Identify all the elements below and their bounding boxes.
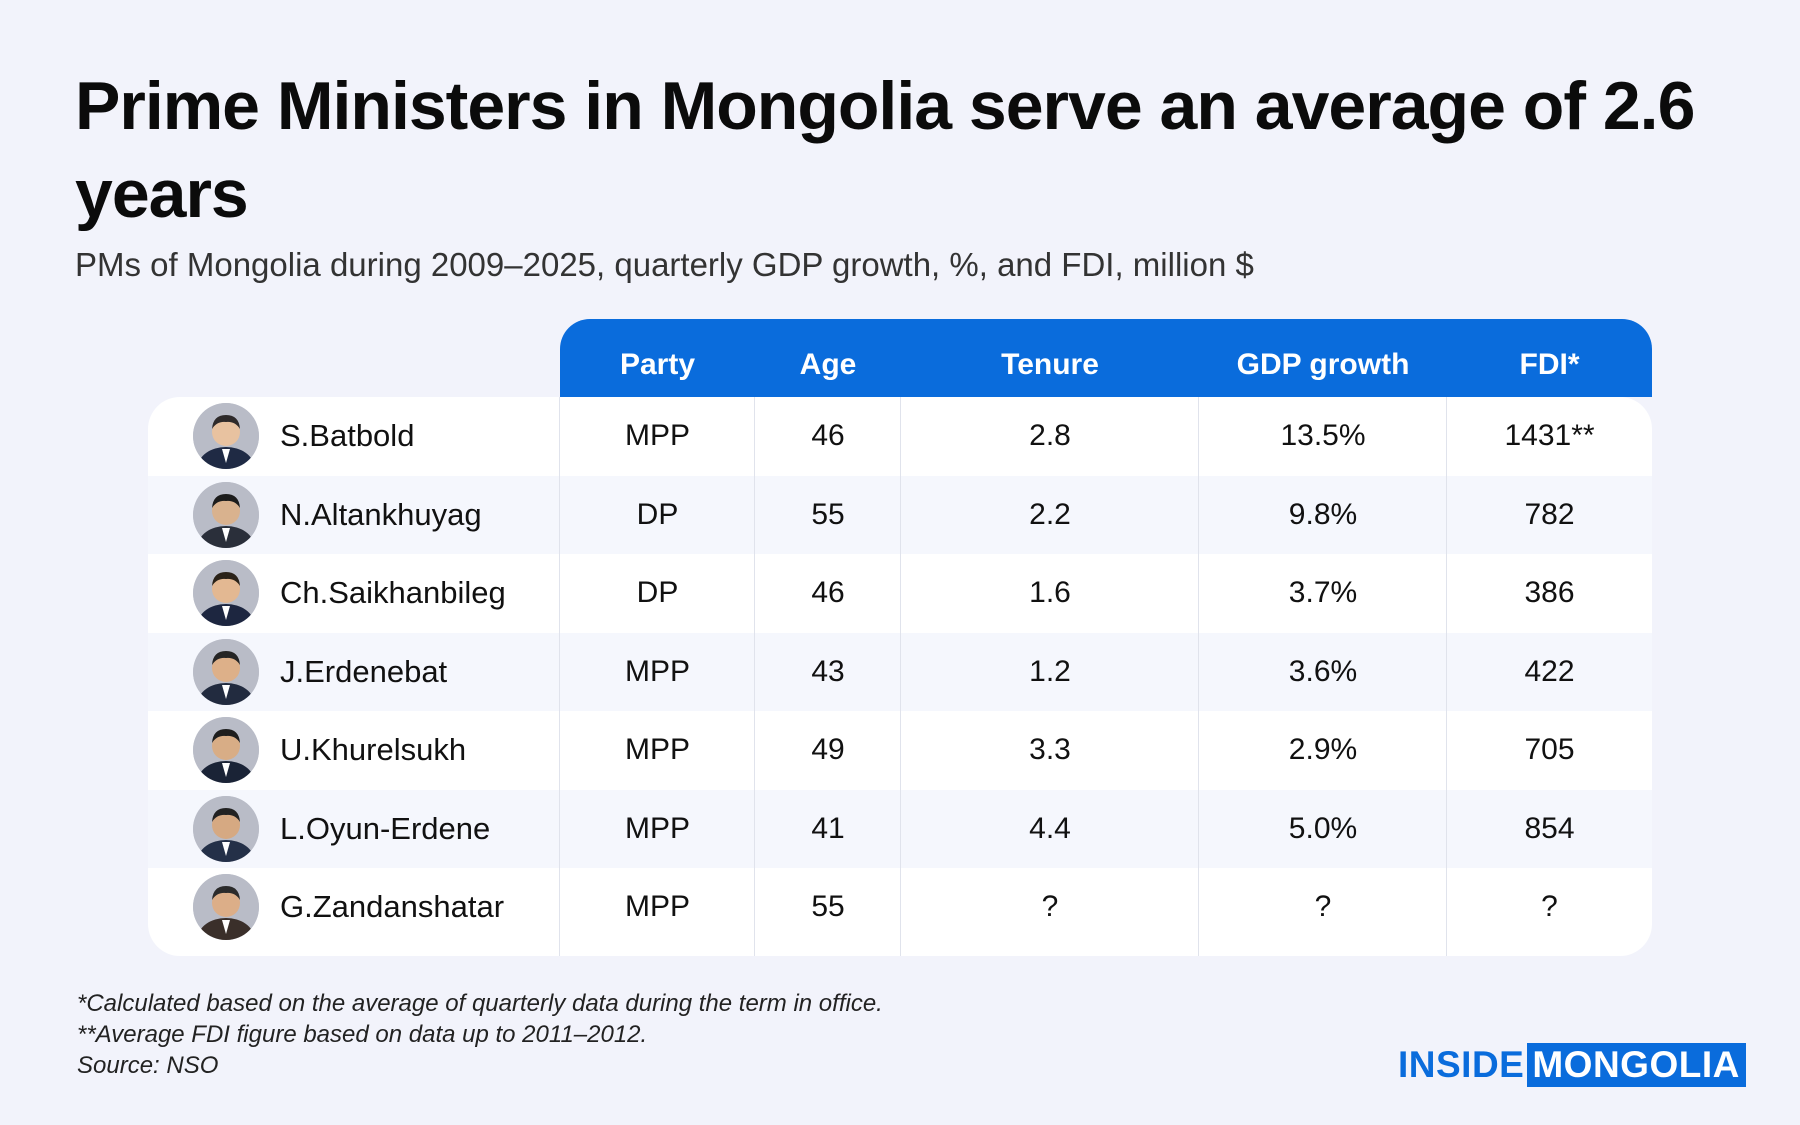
cell-gdp-growth: 3.6% <box>1288 654 1358 688</box>
cell-gdp-growth: 3.7% <box>1288 576 1358 609</box>
person-portrait-icon <box>193 403 259 469</box>
person-portrait-icon <box>193 795 259 862</box>
person-portrait-icon <box>193 874 259 940</box>
cell-party: MPP <box>624 654 690 688</box>
header-gdp-growth: GDP growth <box>1236 348 1410 381</box>
cell-party: MPP <box>624 733 690 766</box>
logo-mongolia-text: MONGOLIA <box>1527 1043 1746 1087</box>
logo-inside-text: INSIDE <box>1398 1044 1525 1085</box>
footnotes: *Calculated based on the average of quar… <box>77 988 883 1081</box>
column-divider <box>754 397 755 956</box>
person-portrait-icon <box>193 638 259 705</box>
cell-tenure: 4.4 <box>1029 811 1071 845</box>
pm-name: N.Altankhuyag <box>280 496 482 532</box>
pm-name: J.Erdenebat <box>280 653 448 689</box>
cell-age: 46 <box>811 576 845 609</box>
person-portrait-icon <box>193 481 259 548</box>
column-divider <box>1198 397 1199 956</box>
table-row: Ch.Saikhanbileg DP 46 1.6 3.7% 386 <box>148 554 1652 632</box>
cell-age: 41 <box>811 811 845 845</box>
column-divider <box>559 397 560 956</box>
cell-tenure: 2.2 <box>1029 497 1071 531</box>
footnote-calculation: *Calculated based on the average of quar… <box>77 990 883 1017</box>
cell-tenure: 2.8 <box>1029 419 1071 452</box>
chart-title: Prime Ministers in Mongolia serve an ave… <box>75 68 1695 232</box>
person-portrait-icon <box>193 717 259 783</box>
cell-gdp-growth: ? <box>1314 890 1332 923</box>
cell-party: DP <box>636 576 679 609</box>
cell-tenure: 1.6 <box>1029 576 1071 609</box>
footnote-source: Source: NSO <box>77 1052 219 1079</box>
cell-gdp-growth: 5.0% <box>1288 811 1358 845</box>
cell-tenure: 1.2 <box>1029 654 1071 688</box>
column-divider <box>1446 397 1447 956</box>
cell-gdp-growth: 13.5% <box>1280 419 1366 452</box>
cell-age: 49 <box>811 733 845 766</box>
cell-party: DP <box>636 497 679 531</box>
cell-fdi: 386 <box>1524 576 1575 609</box>
cell-party: MPP <box>624 419 690 452</box>
cell-party: MPP <box>624 811 690 845</box>
pm-name: U.Khurelsukh <box>280 732 467 767</box>
cell-fdi: 782 <box>1524 497 1575 531</box>
cell-fdi: 854 <box>1524 811 1575 845</box>
header-party: Party <box>619 348 696 381</box>
footnote-fdi: **Average FDI figure based on data up to… <box>77 1021 648 1048</box>
chart-subtitle: PMs of Mongolia during 2009–2025, quarte… <box>75 246 1254 283</box>
table-header: Party Age Tenure GDP growth FDI* <box>560 319 1652 397</box>
cell-fdi: 1431** <box>1504 419 1595 452</box>
pm-name: Ch.Saikhanbileg <box>280 575 506 610</box>
cell-age: 55 <box>811 890 845 923</box>
cell-fdi: 422 <box>1524 654 1575 688</box>
table-row: S.Batbold MPP 46 2.8 13.5% 1431** <box>148 397 1652 475</box>
header-tenure: Tenure <box>1001 348 1099 381</box>
inside-mongolia-logo: INSIDE MONGOLIA <box>1398 1043 1746 1087</box>
cell-age: 55 <box>811 497 845 531</box>
column-divider <box>900 397 901 956</box>
pm-name: G.Zandanshatar <box>280 889 505 924</box>
cell-tenure: ? <box>1041 890 1059 923</box>
cell-gdp-growth: 9.8% <box>1288 497 1358 531</box>
person-portrait-icon <box>193 560 259 626</box>
table-row: G.Zandanshatar MPP 55??? <box>148 868 1652 946</box>
header-age: Age <box>799 348 857 381</box>
pm-name: S.Batbold <box>280 418 415 453</box>
header-fdi: FDI* <box>1519 348 1580 381</box>
table-row: U.Khurelsukh MPP 49 3.3 2.9% 705 <box>148 711 1652 789</box>
cell-age: 43 <box>811 654 845 688</box>
cell-party: MPP <box>624 890 690 923</box>
cell-age: 46 <box>811 419 845 452</box>
cell-gdp-growth: 2.9% <box>1288 733 1358 766</box>
pm-name: L.Oyun-Erdene <box>280 810 491 846</box>
cell-fdi: 705 <box>1524 733 1575 766</box>
cell-fdi: ? <box>1541 890 1558 923</box>
cell-tenure: 3.3 <box>1029 733 1071 766</box>
